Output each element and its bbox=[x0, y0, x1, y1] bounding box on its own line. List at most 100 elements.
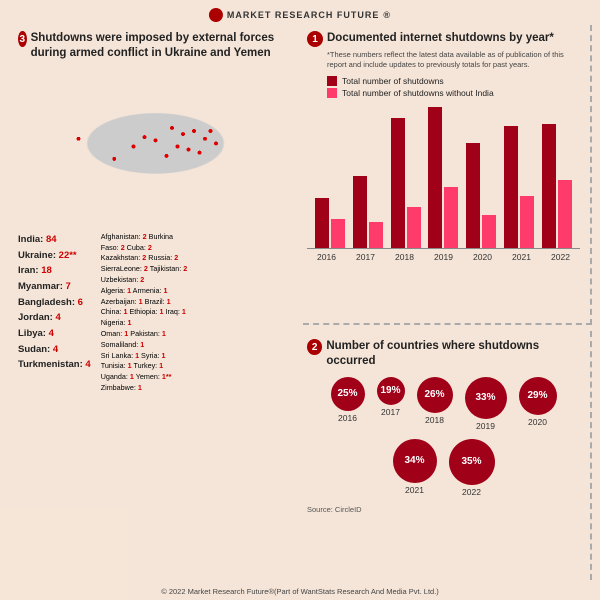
bubble-year: 2017 bbox=[381, 407, 400, 417]
legend-label: Total number of shutdowns without India bbox=[342, 88, 494, 98]
bar-group bbox=[353, 176, 383, 247]
legend-swatch bbox=[327, 88, 337, 98]
bubble: 26% 2018 bbox=[417, 377, 453, 431]
bubble-year: 2021 bbox=[405, 485, 424, 495]
bubble: 19% 2017 bbox=[377, 377, 405, 431]
section-2-title: 2 Number of countries where shutdowns oc… bbox=[307, 339, 580, 369]
country-row: Jordan: 4 bbox=[18, 310, 91, 326]
bubble-circle: 26% bbox=[417, 377, 453, 413]
bubble-circle: 19% bbox=[377, 377, 405, 405]
bar-x-labels: 2016201720182019202020212022 bbox=[307, 252, 580, 262]
bubble-year: 2016 bbox=[338, 413, 357, 423]
bar-group bbox=[315, 198, 345, 247]
bar-total bbox=[504, 126, 518, 247]
country-row: Somaliland: 1 bbox=[101, 340, 293, 351]
country-row: Uzbekistan: 2 bbox=[101, 275, 293, 286]
bubble: 35% 2022 bbox=[449, 439, 495, 497]
legend-item: Total number of shutdowns bbox=[327, 76, 580, 86]
legend-swatch bbox=[327, 76, 337, 86]
section-3-num: 3 bbox=[18, 31, 27, 47]
bar-ex-india bbox=[558, 180, 572, 248]
country-row: Myanmar: 7 bbox=[18, 279, 91, 295]
section-2: 2 Number of countries where shutdowns oc… bbox=[303, 331, 592, 580]
bar-ex-india bbox=[407, 207, 421, 248]
bar-total bbox=[466, 143, 480, 248]
bar-chart bbox=[307, 104, 580, 249]
bar-group bbox=[504, 126, 534, 247]
section-1: 1 Documented internet shutdowns by year*… bbox=[303, 25, 592, 325]
country-row: Bangladesh: 6 bbox=[18, 295, 91, 311]
country-lists: India: 84Ukraine: 22**Iran: 18Myanmar: 7… bbox=[18, 232, 293, 394]
logo: MARKET RESEARCH FUTURE ® bbox=[209, 8, 391, 22]
x-label: 2019 bbox=[434, 252, 453, 262]
footer-text: © 2022 Market Research Future®(Part of W… bbox=[0, 587, 600, 596]
country-row: Uganda: 1 Yemen: 1** bbox=[101, 372, 293, 383]
country-row: Iran: 18 bbox=[18, 263, 91, 279]
x-label: 2018 bbox=[395, 252, 414, 262]
country-row: Kazakhstan: 2 Russia: 2 bbox=[101, 253, 293, 264]
country-row: Turkmenistan: 4 bbox=[18, 357, 91, 373]
x-label: 2017 bbox=[356, 252, 375, 262]
bubble: 25% 2016 bbox=[331, 377, 365, 431]
x-label: 2016 bbox=[317, 252, 336, 262]
country-row: Ukraine: 22** bbox=[18, 248, 91, 264]
country-row: Sudan: 4 bbox=[18, 342, 91, 358]
bar-total bbox=[315, 198, 329, 247]
globe-icon bbox=[209, 8, 223, 22]
legend-item: Total number of shutdowns without India bbox=[327, 88, 580, 98]
section-3: 3 Shutdowns were imposed by external for… bbox=[8, 25, 297, 580]
country-row: China: 1 Ethiopia: 1 Iraq: 1 bbox=[101, 307, 293, 318]
bar-group bbox=[466, 143, 496, 248]
main-grid: 1 Documented internet shutdowns by year*… bbox=[8, 25, 592, 580]
bar-ex-india bbox=[331, 219, 345, 248]
legend-label: Total number of shutdowns bbox=[342, 76, 444, 86]
country-row: Sri Lanka: 1 Syria: 1 bbox=[101, 351, 293, 362]
bubble-year: 2020 bbox=[528, 417, 547, 427]
bubble-circle: 29% bbox=[519, 377, 557, 415]
country-row: India: 84 bbox=[18, 232, 91, 248]
bar-group bbox=[391, 118, 421, 247]
bar-ex-india bbox=[520, 196, 534, 247]
country-row: SierraLeone: 2 Tajikistan: 2 bbox=[101, 264, 293, 275]
country-row: Algeria: 1 Armenia: 1 bbox=[101, 286, 293, 297]
bar-ex-india bbox=[369, 222, 383, 248]
section-1-title: 1 Documented internet shutdowns by year* bbox=[307, 31, 580, 47]
bubble: 33% 2019 bbox=[465, 377, 507, 431]
bar-ex-india bbox=[444, 187, 458, 248]
section-3-title: 3 Shutdowns were imposed by external for… bbox=[18, 31, 293, 61]
section-1-subtitle: *These numbers reflect the latest data a… bbox=[327, 50, 580, 70]
bubble-circle: 35% bbox=[449, 439, 495, 485]
country-list-primary: India: 84Ukraine: 22**Iran: 18Myanmar: 7… bbox=[18, 232, 91, 394]
logo-text: MARKET RESEARCH FUTURE bbox=[227, 10, 380, 20]
bar-group bbox=[428, 107, 458, 247]
country-row: Tunisia: 1 Turkey: 1 bbox=[101, 361, 293, 372]
country-row: Azerbaijan: 1 Brazil: 1 bbox=[101, 297, 293, 308]
bubble-chart: 25% 2016 19% 2017 26% 2018 33% 2019 29% 2020 34% 20… bbox=[307, 377, 580, 497]
bubble: 29% 2020 bbox=[519, 377, 557, 431]
x-label: 2020 bbox=[473, 252, 492, 262]
bar-total bbox=[353, 176, 367, 247]
country-row: Afghanistan: 2 Burkina bbox=[101, 232, 293, 243]
world-map bbox=[18, 69, 293, 224]
x-label: 2021 bbox=[512, 252, 531, 262]
bubble-year: 2018 bbox=[425, 415, 444, 425]
bar-total bbox=[428, 107, 442, 247]
legend: Total number of shutdowns Total number of… bbox=[327, 76, 580, 98]
bubble-circle: 25% bbox=[331, 377, 365, 411]
country-list-secondary: Afghanistan: 2 BurkinaFaso: 2 Cuba: 2Kaz… bbox=[101, 232, 293, 394]
section-1-num: 1 bbox=[307, 31, 323, 47]
bubble: 34% 2021 bbox=[393, 439, 437, 497]
country-row: Zimbabwe: 1 bbox=[101, 383, 293, 394]
section-2-num: 2 bbox=[307, 339, 322, 355]
country-row: Oman: 1 Pakistan: 1 bbox=[101, 329, 293, 340]
bubble-year: 2022 bbox=[462, 487, 481, 497]
bar-total bbox=[542, 124, 556, 247]
source-text: Source: CircleID bbox=[307, 505, 580, 514]
bar-group bbox=[542, 124, 572, 247]
bubble-circle: 33% bbox=[465, 377, 507, 419]
country-row: Nigeria: 1 bbox=[101, 318, 293, 329]
bubble-year: 2019 bbox=[476, 421, 495, 431]
bar-ex-india bbox=[482, 215, 496, 248]
bubble-circle: 34% bbox=[393, 439, 437, 483]
bar-total bbox=[391, 118, 405, 247]
